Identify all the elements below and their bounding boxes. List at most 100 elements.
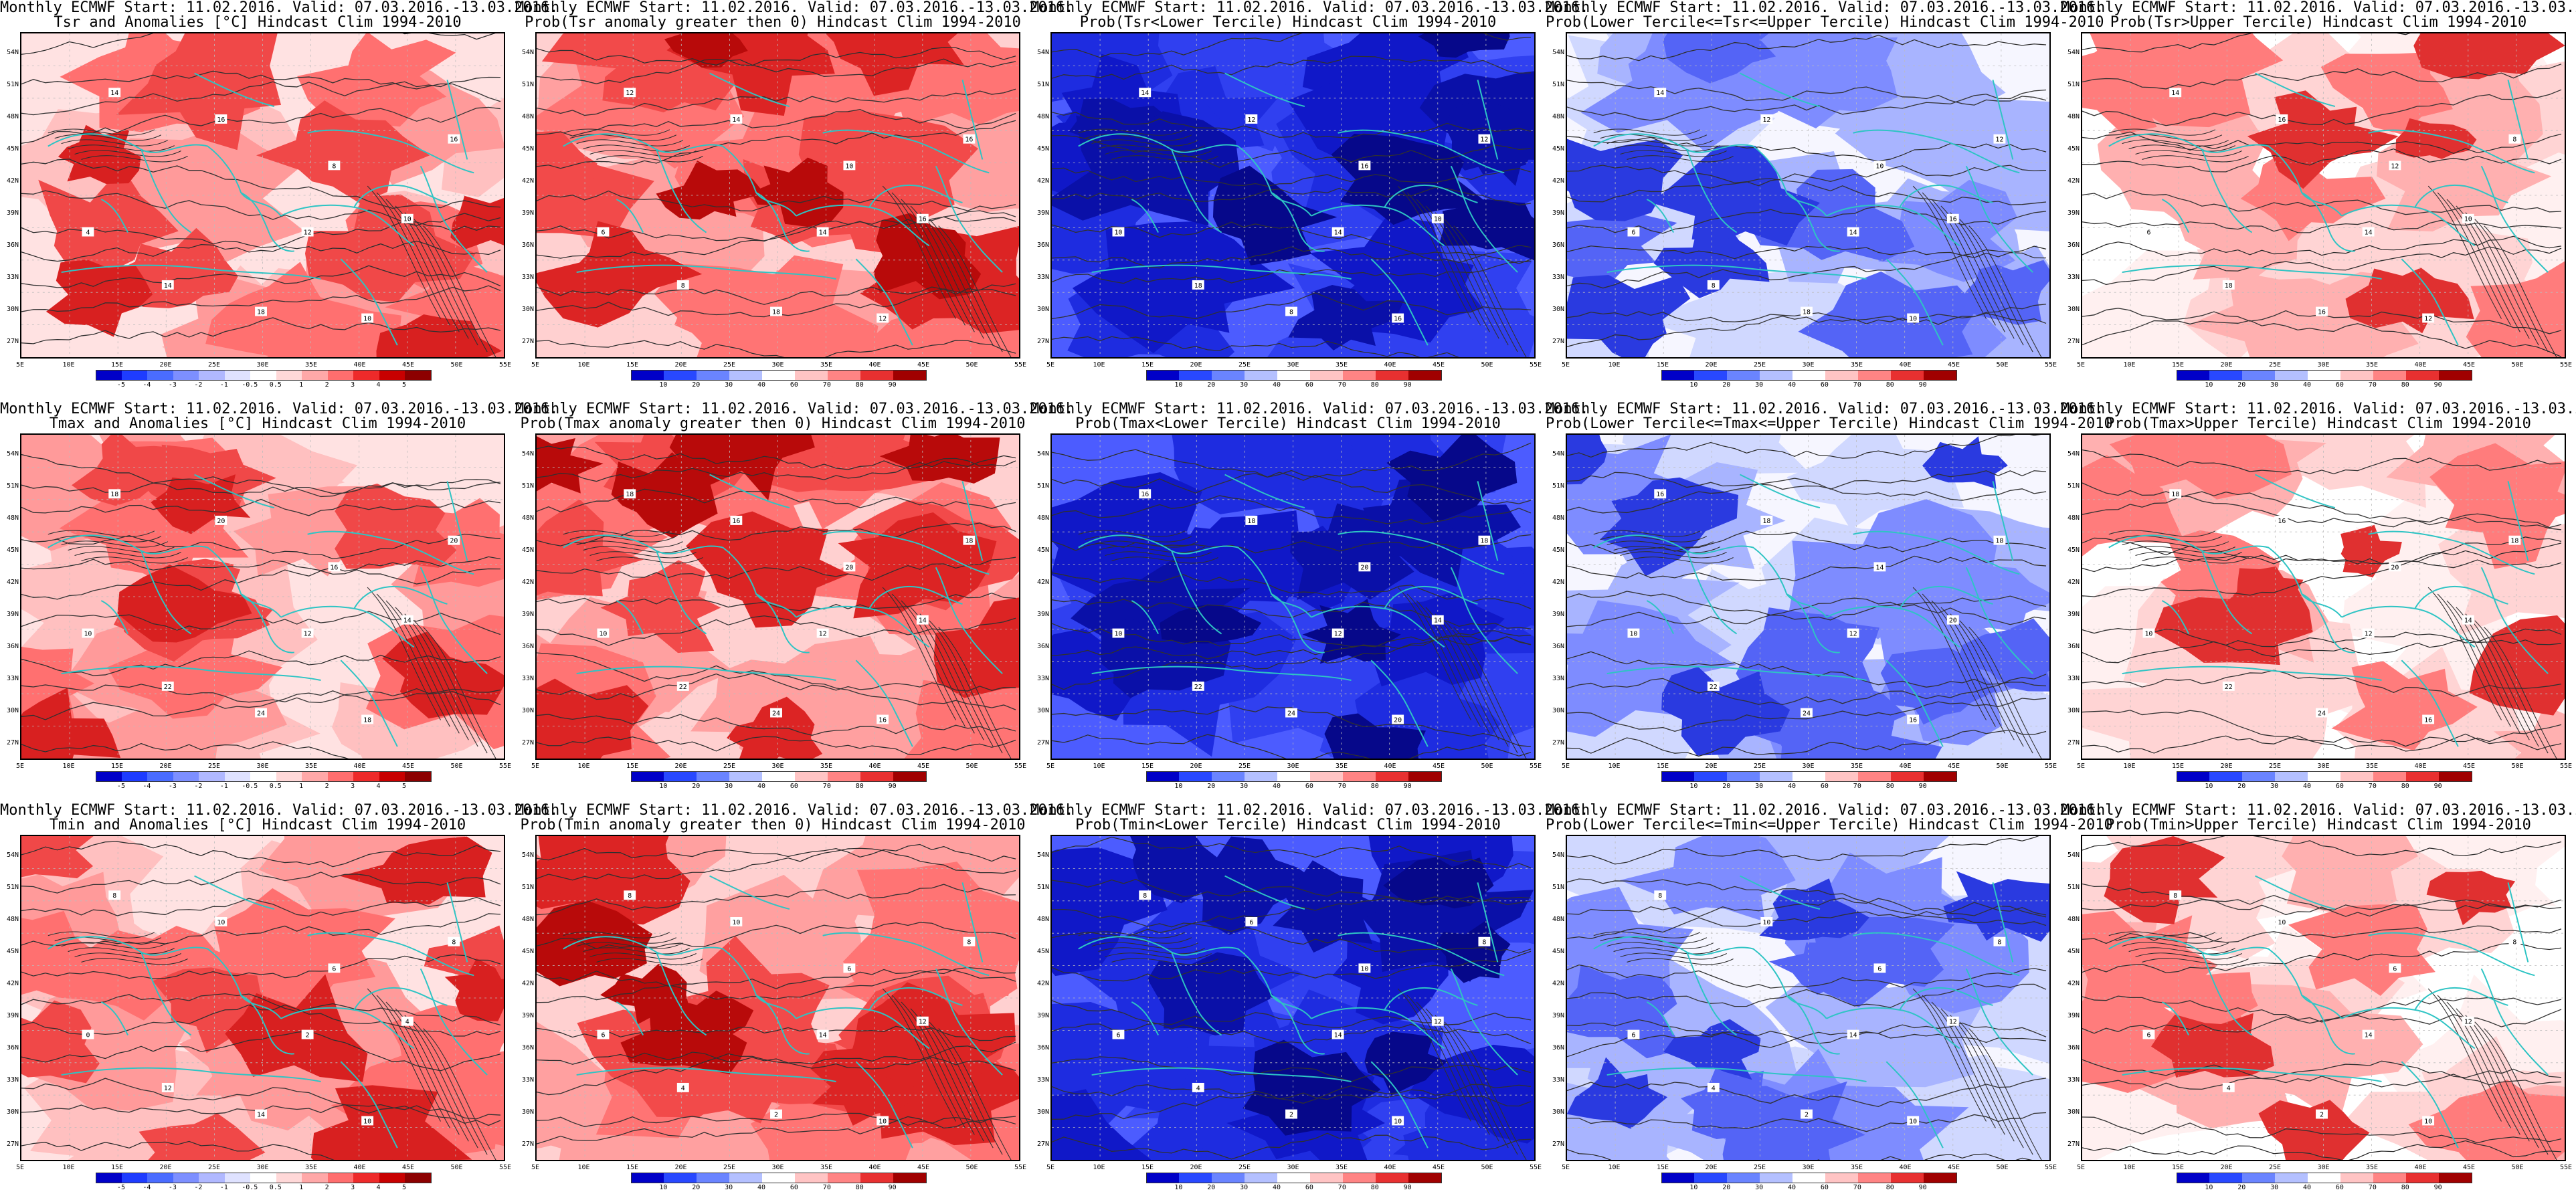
isotherm-contour xyxy=(537,592,1016,611)
isotherm-contour xyxy=(596,155,703,163)
isotherm-contour xyxy=(919,1015,994,1148)
contour-label: 16 xyxy=(1358,161,1371,170)
contour-label: 12 xyxy=(1946,1016,1959,1026)
colorbar-tick: 70 xyxy=(2368,783,2377,790)
colorbar-tick: -0.5 xyxy=(242,783,258,790)
isotherm-contour xyxy=(1567,178,2047,205)
coastline xyxy=(307,932,474,977)
colorbar-tick: 30 xyxy=(1240,381,1249,389)
panel-header: Monthly ECMWF Start: 11.02.2016. Valid: … xyxy=(1030,401,1589,417)
colorbar-segment xyxy=(729,371,763,380)
colorbar-segment xyxy=(2438,371,2472,380)
colorbar-segment xyxy=(1923,772,1956,781)
longitude-label: 50E xyxy=(1996,361,2009,369)
longitude-label: 45E xyxy=(1947,361,1960,369)
longitude-label: 50E xyxy=(1481,361,1493,369)
coastline xyxy=(240,593,294,654)
coastline xyxy=(961,882,984,963)
longitude-label: 30E xyxy=(1287,361,1299,369)
longitude-label: 5E xyxy=(1561,361,1570,369)
isotherm-contour xyxy=(1931,1001,2005,1135)
contour-label: 2 xyxy=(2316,1109,2328,1119)
coastline xyxy=(1370,660,1429,747)
isotherm-contour xyxy=(596,557,703,564)
contour-label: 8 xyxy=(2508,134,2521,144)
svg-text:6: 6 xyxy=(1249,919,1253,926)
contour-label: 20 xyxy=(448,535,460,545)
coastline xyxy=(1224,875,1305,910)
svg-text:12: 12 xyxy=(2391,163,2399,170)
isotherm-contour xyxy=(385,600,460,734)
colorbar-segment xyxy=(1277,1173,1310,1183)
svg-text:18: 18 xyxy=(1194,282,1202,290)
coastline xyxy=(1899,585,1993,609)
longitude-label: 40E xyxy=(1899,763,1912,770)
coastline xyxy=(1686,149,1738,233)
contour-label: 18 xyxy=(1192,280,1204,290)
contour-label: 20 xyxy=(2389,562,2401,571)
coastline xyxy=(194,474,275,509)
contour-label: 14 xyxy=(401,615,413,625)
colorbar-segment xyxy=(121,1173,148,1183)
panel-title: Prob(Tsr>Upper Tercile) Hindcast Clim 19… xyxy=(2110,14,2527,31)
colorbar-segment xyxy=(2340,371,2373,380)
colorbar-tick: 90 xyxy=(888,783,897,790)
shaded-area xyxy=(1302,599,1401,664)
longitude-label: 45E xyxy=(401,361,415,369)
contour-label: 14 xyxy=(255,1109,267,1119)
longitude-label: 20E xyxy=(674,361,687,369)
contour-label: 10 xyxy=(2462,213,2474,223)
forecast-panel: Monthly ECMWF Start: 11.02.2016. Valid: … xyxy=(2061,0,2576,401)
colorbar-tick: 5 xyxy=(402,783,407,790)
longitude-label: 55E xyxy=(2044,763,2057,770)
svg-text:10: 10 xyxy=(363,315,371,322)
coastline xyxy=(194,875,275,910)
isotherm-contour xyxy=(1406,995,1481,1128)
longitude-label: 30E xyxy=(1287,763,1299,770)
colorbar xyxy=(1145,1173,1442,1183)
coastline xyxy=(616,1001,644,1035)
shaded-area xyxy=(1193,836,1320,935)
coastline xyxy=(100,1001,129,1035)
longitude-label: 50E xyxy=(1996,1164,2009,1171)
coastline xyxy=(2401,1061,2459,1148)
colorbar-segment xyxy=(762,371,795,380)
colorbar-segment xyxy=(1694,1173,1728,1183)
coastline xyxy=(420,968,488,1076)
isotherm-contour xyxy=(1091,540,1199,548)
isotherm-contour xyxy=(1593,931,1701,938)
colorbar-tick: 20 xyxy=(1722,1184,1731,1191)
latitude-label: 39N xyxy=(1552,209,1564,217)
colorbar-segment xyxy=(276,371,302,380)
latitude-label: 33N xyxy=(521,1076,534,1084)
shaded-area xyxy=(335,483,457,569)
coastline xyxy=(340,1061,398,1148)
coastline xyxy=(1450,968,1518,1076)
contour-label: 4 xyxy=(2222,1082,2235,1092)
contour-label: 12 xyxy=(2389,161,2401,170)
shaded-area xyxy=(139,1113,266,1160)
isotherm-contour xyxy=(1567,674,2047,706)
colorbar-segment xyxy=(1694,772,1728,781)
shaded-area xyxy=(2331,661,2478,750)
isotherm-contour xyxy=(423,627,496,759)
contour-label: 12 xyxy=(1331,628,1344,638)
forecast-map: 14 16 12 10 18 14 8 16 12 6 xyxy=(2081,32,2566,359)
coastline xyxy=(420,567,488,674)
contour-label: 8 xyxy=(963,936,976,946)
forecast-panel: Monthly ECMWF Start: 11.02.2016. Valid: … xyxy=(1030,401,1589,803)
shaded-area xyxy=(1052,1089,1152,1160)
shaded-area xyxy=(664,33,748,68)
colorbar-segment xyxy=(353,1173,379,1183)
svg-text:14: 14 xyxy=(2464,617,2472,625)
colorbar-tick: 70 xyxy=(1853,1184,1861,1191)
isotherm-contour xyxy=(1052,705,1532,747)
contour-label: 10 xyxy=(2142,628,2155,638)
longitude-label: 50E xyxy=(1481,763,1493,770)
contour-label: 2 xyxy=(1285,1109,1297,1119)
colorbar-segment xyxy=(1727,772,1760,781)
colorbar-tick: -4 xyxy=(143,783,151,790)
isotherm-contour xyxy=(1950,613,2024,747)
isotherm-contour xyxy=(2465,1015,2539,1148)
longitude-label: 25E xyxy=(207,361,221,369)
